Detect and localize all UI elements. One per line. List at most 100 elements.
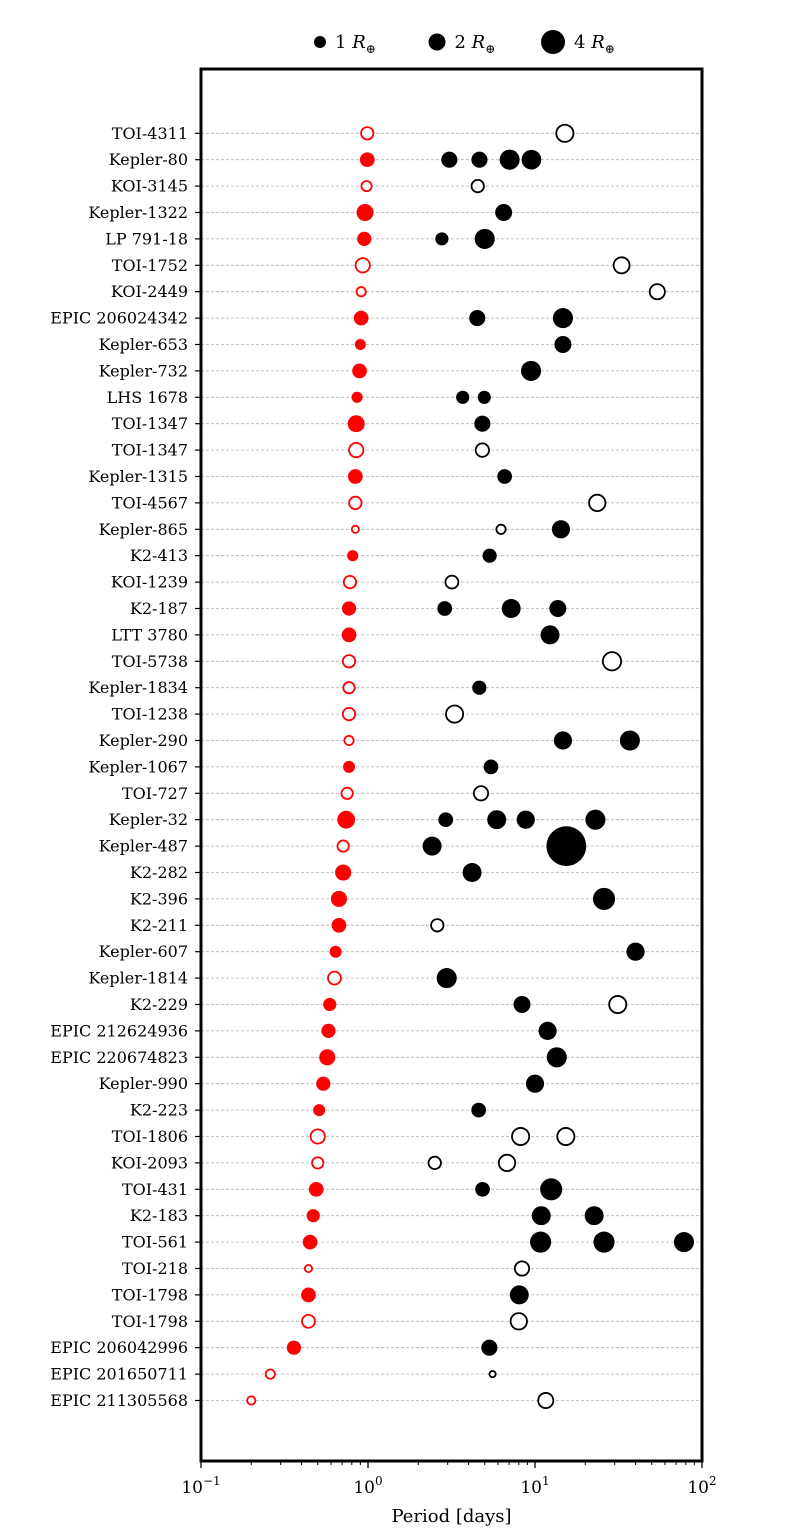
y-tick-label: Kepler-990	[99, 1074, 188, 1093]
legend-unit: R	[351, 32, 366, 53]
y-tick-label: EPIC 211305568	[50, 1391, 188, 1410]
companion-planet-marker	[488, 1370, 497, 1379]
companion-planet-marker	[511, 1127, 531, 1146]
legend-marker	[314, 36, 326, 48]
legend: 1 R⊕ 2 R⊕ 4 R⊕	[314, 30, 615, 56]
companion-planet-marker	[462, 863, 482, 882]
y-tick-label: Kepler-865	[99, 520, 188, 539]
companion-planet-marker	[495, 523, 507, 535]
legend-unit-subscript: ⊕	[366, 42, 376, 56]
usp-planet-marker	[357, 231, 372, 246]
companion-planet-marker	[497, 469, 512, 484]
usp-planet-marker	[356, 204, 374, 221]
usp-planet-marker	[343, 734, 355, 747]
companion-planet-marker	[521, 149, 542, 170]
tick-base: 10	[181, 1478, 203, 1498]
planet-markers	[246, 123, 695, 1409]
plot-frame	[199, 67, 704, 1463]
companion-planet-marker	[513, 1260, 531, 1277]
companion-planet-marker	[436, 968, 457, 989]
usp-planet-marker	[348, 495, 363, 510]
companion-planet-marker	[531, 1206, 551, 1226]
companion-planet-marker	[456, 390, 470, 404]
usp-planet-marker	[316, 1076, 331, 1091]
legend-label: 1 R⊕	[335, 32, 376, 56]
companion-planet-marker	[592, 887, 616, 910]
tick-exponent: 1	[542, 1474, 550, 1488]
legend-marker	[541, 30, 565, 54]
y-tick-label: K2-413	[130, 546, 188, 565]
companion-planet-marker	[487, 810, 507, 830]
y-tick-label: Kepler-1834	[88, 678, 188, 697]
usp-planet-marker	[323, 997, 337, 1012]
legend-unit-subscript: ⊕	[485, 42, 495, 56]
usp-planet-marker	[336, 839, 350, 853]
companion-planet-marker	[435, 232, 449, 246]
companion-planet-marker	[554, 336, 572, 353]
usp-planet-marker	[348, 469, 363, 484]
companion-planet-marker	[556, 1127, 576, 1146]
y-tick-label: KOI-2093	[111, 1153, 188, 1172]
y-axis: TOI-4311 Kepler-80 KOI-3145 Kepler-1322 LP 7…	[50, 124, 201, 1410]
usp-planet-marker	[264, 1368, 276, 1380]
usp-planet-marker	[353, 310, 369, 326]
y-tick-label: TOI-1238	[112, 705, 188, 724]
companion-planet-marker	[588, 493, 607, 512]
usp-planet-marker	[342, 575, 358, 590]
companion-planet-marker	[445, 704, 465, 724]
companion-planet-marker	[471, 1102, 487, 1118]
companion-planet-marker	[608, 995, 628, 1014]
y-tick-label: TOI-218	[122, 1259, 188, 1278]
companion-planet-marker	[497, 1153, 517, 1172]
companion-planet-marker	[516, 810, 535, 829]
companion-planet-marker	[483, 759, 499, 775]
y-tick-label: Kepler-32	[109, 810, 188, 829]
usp-planet-marker	[355, 286, 367, 298]
usp-planet-marker	[319, 1049, 336, 1066]
tick-exponent: 0	[375, 1474, 383, 1488]
y-tick-label: Kepler-607	[99, 942, 188, 961]
companion-planet-marker	[482, 548, 497, 563]
companion-planet-marker	[546, 1047, 567, 1068]
y-tick-label: EPIC 220674823	[50, 1048, 188, 1067]
usp-planet-marker	[341, 627, 357, 643]
y-tick-label: KOI-1239	[111, 573, 188, 592]
y-tick-label: Kepler-653	[99, 335, 188, 354]
companion-planet-marker	[537, 1392, 555, 1409]
legend-unit: R	[471, 32, 486, 53]
legend-unit: R	[590, 32, 605, 53]
companion-planet-marker	[585, 809, 606, 830]
companion-planet-marker	[469, 310, 486, 327]
companion-planet-marker	[553, 731, 573, 750]
usp-planet-marker	[341, 707, 357, 722]
usp-planet-marker	[311, 1156, 325, 1170]
companion-planet-marker	[470, 179, 485, 194]
companion-planet-marker	[530, 1231, 552, 1253]
x-tick-label: 100	[353, 1474, 382, 1498]
legend-item: 2 R⊕	[428, 32, 495, 56]
companion-planet-marker	[513, 996, 531, 1013]
companion-planet-marker	[475, 1181, 490, 1197]
legend-value: 2	[454, 32, 471, 53]
x-tick-label: 102	[687, 1474, 716, 1498]
companion-planet-marker	[427, 1155, 442, 1170]
companion-planet-marker	[474, 228, 495, 249]
companion-planet-marker	[540, 1178, 563, 1201]
y-tick-label: TOI-4567	[112, 493, 188, 512]
companion-planet-marker	[444, 574, 460, 590]
companion-planet-marker	[593, 1231, 615, 1253]
y-tick-label: Kepler-290	[99, 731, 188, 750]
x-tick-label: 10−1	[181, 1474, 220, 1498]
companion-planet-marker	[509, 1285, 529, 1305]
companion-planet-marker	[673, 1232, 695, 1253]
usp-planet-marker	[301, 1287, 316, 1303]
companion-planet-marker	[619, 730, 640, 751]
y-tick-label: TOI-5738	[112, 652, 188, 671]
y-tick-label: EPIC 206024342	[50, 309, 188, 328]
x-tick-label: 101	[520, 1474, 549, 1498]
companion-planet-marker	[474, 415, 491, 432]
y-tick-label: K2-223	[130, 1101, 188, 1120]
y-tick-label: TOI-561	[122, 1233, 188, 1252]
gridlines	[201, 132, 702, 1401]
companion-planet-marker	[551, 520, 571, 539]
